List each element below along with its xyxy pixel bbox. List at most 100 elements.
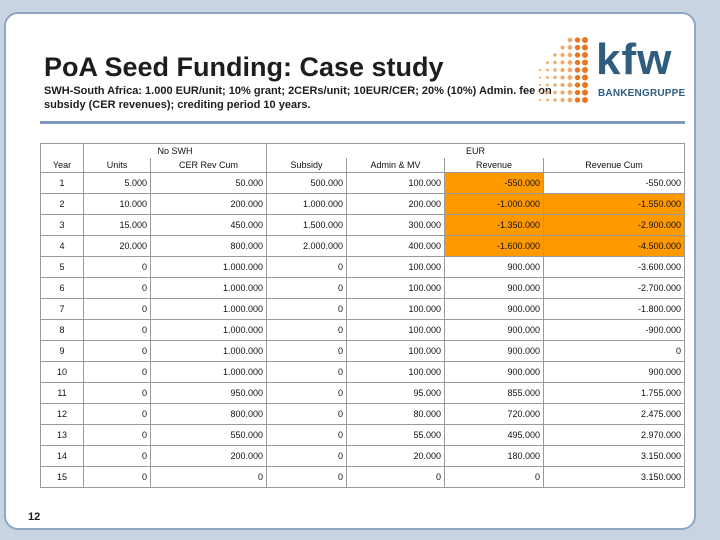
table-cell: -2.700.000 <box>543 277 686 299</box>
kfw-dot-grid-icon <box>538 37 588 103</box>
table-row: 5 0 1.000.000 0 100.000 900.000 -3.600.000 <box>40 256 686 278</box>
table-cell: 1.000.000 <box>266 193 348 215</box>
table-row: 4 20.000 800.000 2.000.000 400.000 -1.600.000… <box>40 235 686 257</box>
table-cell: 9 <box>40 340 84 362</box>
table-cell: 0 <box>266 340 348 362</box>
table-row: 10 0 1.000.000 0 100.000 900.000 900.000 <box>40 361 686 383</box>
table-cell: 855.000 <box>444 382 545 404</box>
table-cell: -550.000 <box>543 172 686 194</box>
table-cell: 720.000 <box>444 403 545 425</box>
table-cell: 1.000.000 <box>149 319 268 341</box>
logo-dot <box>567 67 573 73</box>
table-cell: 100.000 <box>346 361 446 383</box>
logo-dot <box>538 91 542 94</box>
table-row: 13 0 550.000 0 55.000 495.000 2.970.000 <box>40 424 686 446</box>
table-cell: 300.000 <box>346 214 446 236</box>
table-cell: 550.000 <box>149 424 268 446</box>
logo-dot <box>546 91 549 94</box>
table-cell: 3.150.000 <box>543 445 686 467</box>
table-cell: 6 <box>40 277 84 299</box>
table-cell: 900.000 <box>444 340 545 362</box>
logo-dot <box>574 74 581 81</box>
table-cell: 5.000 <box>83 172 151 194</box>
group-header-eur: EUR <box>266 143 686 158</box>
table-row: 9 0 1.000.000 0 100.000 900.000 0 <box>40 340 686 362</box>
table-cell: 80.000 <box>346 403 446 425</box>
table-cell: 495.000 <box>444 424 545 446</box>
table-cell: 180.000 <box>444 445 545 467</box>
table-cell: 1.000.000 <box>149 361 268 383</box>
logo-dot <box>553 75 557 80</box>
column-header: Year <box>40 158 84 173</box>
logo-dot <box>582 37 588 43</box>
table-cell: 0 <box>266 361 348 383</box>
table-cell: 50.000 <box>149 172 268 194</box>
logo-dot <box>538 76 542 79</box>
logo-dot <box>567 52 573 58</box>
table-cell: 900.000 <box>543 361 686 383</box>
table-cell: 20.000 <box>346 445 446 467</box>
table-cell: 0 <box>83 424 151 446</box>
column-header-row: Year Units CER Rev Cum Subsidy Admin & M… <box>40 158 686 173</box>
subtitle: SWH-South Africa: 1.000 EUR/unit; 10% gr… <box>44 85 552 111</box>
table-cell: 4 <box>40 235 84 257</box>
table-cell: 900.000 <box>444 361 545 383</box>
table-cell: 200.000 <box>346 193 446 215</box>
table-cell: 0 <box>266 277 348 299</box>
logo-dot <box>574 97 581 103</box>
logo-dot <box>538 68 542 72</box>
table-cell: 900.000 <box>444 277 545 299</box>
table-cell: 0 <box>266 445 348 467</box>
table-cell: 900.000 <box>444 298 545 320</box>
table-cell: 1.000.000 <box>149 298 268 320</box>
table-cell: 1.000.000 <box>149 340 268 362</box>
table-cell: -1.800.000 <box>543 298 686 320</box>
logo-dot <box>582 89 588 96</box>
table-cell: -1.350.000 <box>444 214 545 236</box>
table-cell: 1.500.000 <box>266 214 348 236</box>
logo-dot <box>574 52 581 58</box>
table-cell: 0 <box>83 466 151 488</box>
logo-dot <box>582 59 588 66</box>
table-cell: 100.000 <box>346 319 446 341</box>
logo-dot <box>574 59 581 66</box>
table-cell: 0 <box>83 319 151 341</box>
table-cell: -1.600.000 <box>444 235 545 257</box>
group-header-no-swh: No SWH <box>82 143 268 158</box>
table-cell: -550.000 <box>444 172 545 194</box>
table-cell: -1.000.000 <box>444 193 545 215</box>
table-cell: 0 <box>266 403 348 425</box>
logo-dot <box>553 90 557 95</box>
table-cell: -1.550.000 <box>543 193 686 215</box>
logo-dot <box>560 75 565 80</box>
logo-dot <box>538 83 542 87</box>
table-cell: 0 <box>83 298 151 320</box>
table-cell: 12 <box>40 403 84 425</box>
logo-dot <box>553 98 557 102</box>
table-row: 12 0 800.000 0 80.000 720.000 2.475.000 <box>40 403 686 425</box>
logo-subtitle: BANKENGRUPPE <box>598 88 686 99</box>
logo-dot <box>560 67 565 73</box>
table-cell: 14 <box>40 445 84 467</box>
logo-dot <box>567 97 573 103</box>
logo-dot <box>567 45 573 50</box>
table-cell: 1.755.000 <box>543 382 686 404</box>
table-cell: 900.000 <box>444 256 545 278</box>
logo-dot <box>582 44 588 51</box>
table-cell: 900.000 <box>444 319 545 341</box>
table-cell: -900.000 <box>543 319 686 341</box>
logo-dot <box>574 89 581 96</box>
logo-dot <box>574 82 581 88</box>
table-row: 2 10.000 200.000 1.000.000 200.000 -1.000.000… <box>40 193 686 215</box>
table-cell: 1 <box>40 172 84 194</box>
table-cell: 10 <box>40 361 84 383</box>
logo-dot <box>567 75 573 80</box>
table-cell: 8 <box>40 319 84 341</box>
table-cell: 0 <box>149 466 268 488</box>
logo-dot <box>574 67 581 73</box>
table-cell: 20.000 <box>83 235 151 257</box>
logo-brand: kfw <box>596 35 673 84</box>
table-cell: 100.000 <box>346 256 446 278</box>
table-row: 14 0 200.000 0 20.000 180.000 3.150.000 <box>40 445 686 467</box>
column-header: Units <box>83 158 151 173</box>
